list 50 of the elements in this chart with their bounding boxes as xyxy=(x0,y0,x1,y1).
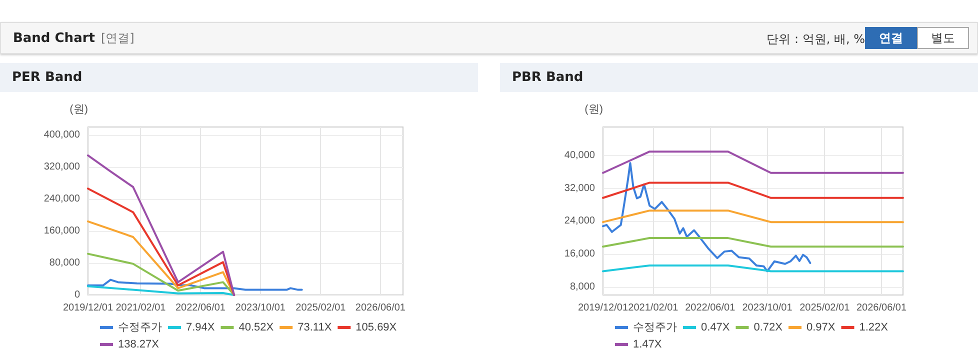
toggle-button[interactable]: 별도 xyxy=(917,27,969,49)
line-series xyxy=(87,154,236,296)
text: [연결] xyxy=(100,31,134,45)
y-tick-label: 400,000 xyxy=(44,130,80,140)
x-tick-label: 2023/10/01 xyxy=(235,302,286,314)
x-tick-label: 2021/02/01 xyxy=(116,302,166,314)
y-tick-label: 80,000 xyxy=(49,258,80,268)
toggle-button[interactable]: 연결 xyxy=(865,27,917,49)
y-tick-label: 40,000 xyxy=(564,150,596,162)
x-tick-label: 2019/12/01 xyxy=(62,302,114,314)
legend-label: 1.47X xyxy=(633,338,662,350)
line-series xyxy=(87,278,303,291)
x-tick-label: 2025/02/01 xyxy=(800,302,850,314)
y-axis-title: (원) xyxy=(584,104,603,116)
x-tick-label: 2023/10/01 xyxy=(742,302,793,314)
x-tick-label: 2026/06/01 xyxy=(856,302,907,314)
x-tick-label: 2019/12/01 xyxy=(578,302,628,314)
y-tick-label: 32,000 xyxy=(564,182,596,194)
legend-label: 73.11X xyxy=(298,322,332,334)
y-tick-label: 240,000 xyxy=(44,194,80,204)
x-tick-label: 2025/02/01 xyxy=(296,302,346,314)
y-tick-label: 16,000 xyxy=(564,248,596,260)
line-series xyxy=(87,220,236,296)
legend-label: 1.22X xyxy=(859,322,889,334)
legend-label: 수정주가 xyxy=(118,322,162,334)
x-tick-label: 2021/02/01 xyxy=(628,302,679,314)
y-tick-label: 24,000 xyxy=(564,216,596,227)
y-tick-label: 8,000 xyxy=(570,281,596,292)
line-series xyxy=(602,162,812,272)
legend-label: 0.72X xyxy=(754,322,784,334)
legend-label: 7.94X xyxy=(186,322,216,334)
y-axis-title: (원) xyxy=(70,104,88,116)
text: Band Chart xyxy=(13,31,95,46)
x-tick-label: 2022/06/01 xyxy=(175,302,226,314)
legend-label: 수정주가 xyxy=(633,322,677,334)
line-series xyxy=(87,285,236,296)
chart-title: PER Band xyxy=(0,63,478,92)
x-tick-label: 2022/06/01 xyxy=(685,302,736,314)
chart-title: PBR Band xyxy=(500,63,978,92)
legend-label: 40.52X xyxy=(238,322,274,334)
legend-label: 138.27X xyxy=(118,338,160,350)
text: 단위 : 억원, 배, % xyxy=(766,31,865,48)
y-tick-label: 160,000 xyxy=(44,226,80,236)
y-tick-label: 320,000 xyxy=(44,162,80,172)
legend-label: 0.97X xyxy=(806,322,836,334)
y-tick-label: 0 xyxy=(74,290,80,300)
legend-label: 105.69X xyxy=(356,322,398,334)
x-tick-label: 2026/06/01 xyxy=(355,302,406,314)
legend-label: 0.47X xyxy=(701,322,730,334)
line-series xyxy=(87,252,236,296)
